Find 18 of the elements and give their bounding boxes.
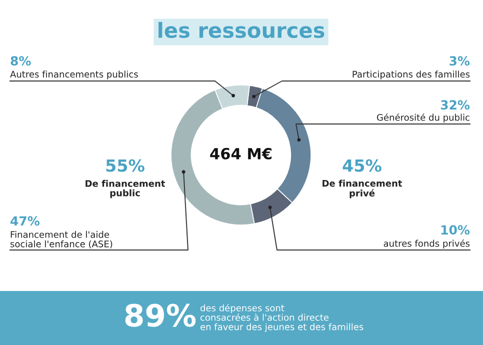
slice-label: Générosité du public [376, 113, 470, 123]
text: 45% [342, 159, 382, 172]
data-label: 47% [10, 216, 40, 226]
slice-label: Financement de l'aide sociale l'enfance (ASE) [10, 230, 112, 248]
chart-title: les ressources [158, 22, 324, 38]
text: 89% [125, 304, 196, 327]
slice-label: Participations des familles [352, 70, 470, 80]
data-label: 3% [450, 56, 470, 66]
data-label: 32% [440, 100, 470, 110]
text: des dépenses sont consacrées à l'action directe en faveur des jeunes et des familles [200, 304, 364, 332]
data-label: 10% [441, 225, 470, 235]
slice-label: autres fonds privés [384, 239, 470, 249]
slice-label: Autres financements publics [10, 70, 138, 80]
data-label: 8% [10, 56, 31, 66]
text: 55% [106, 159, 144, 172]
text: De financement public [86, 180, 166, 198]
text: 464 M€ [210, 148, 272, 160]
text: De financement privé [322, 180, 402, 198]
